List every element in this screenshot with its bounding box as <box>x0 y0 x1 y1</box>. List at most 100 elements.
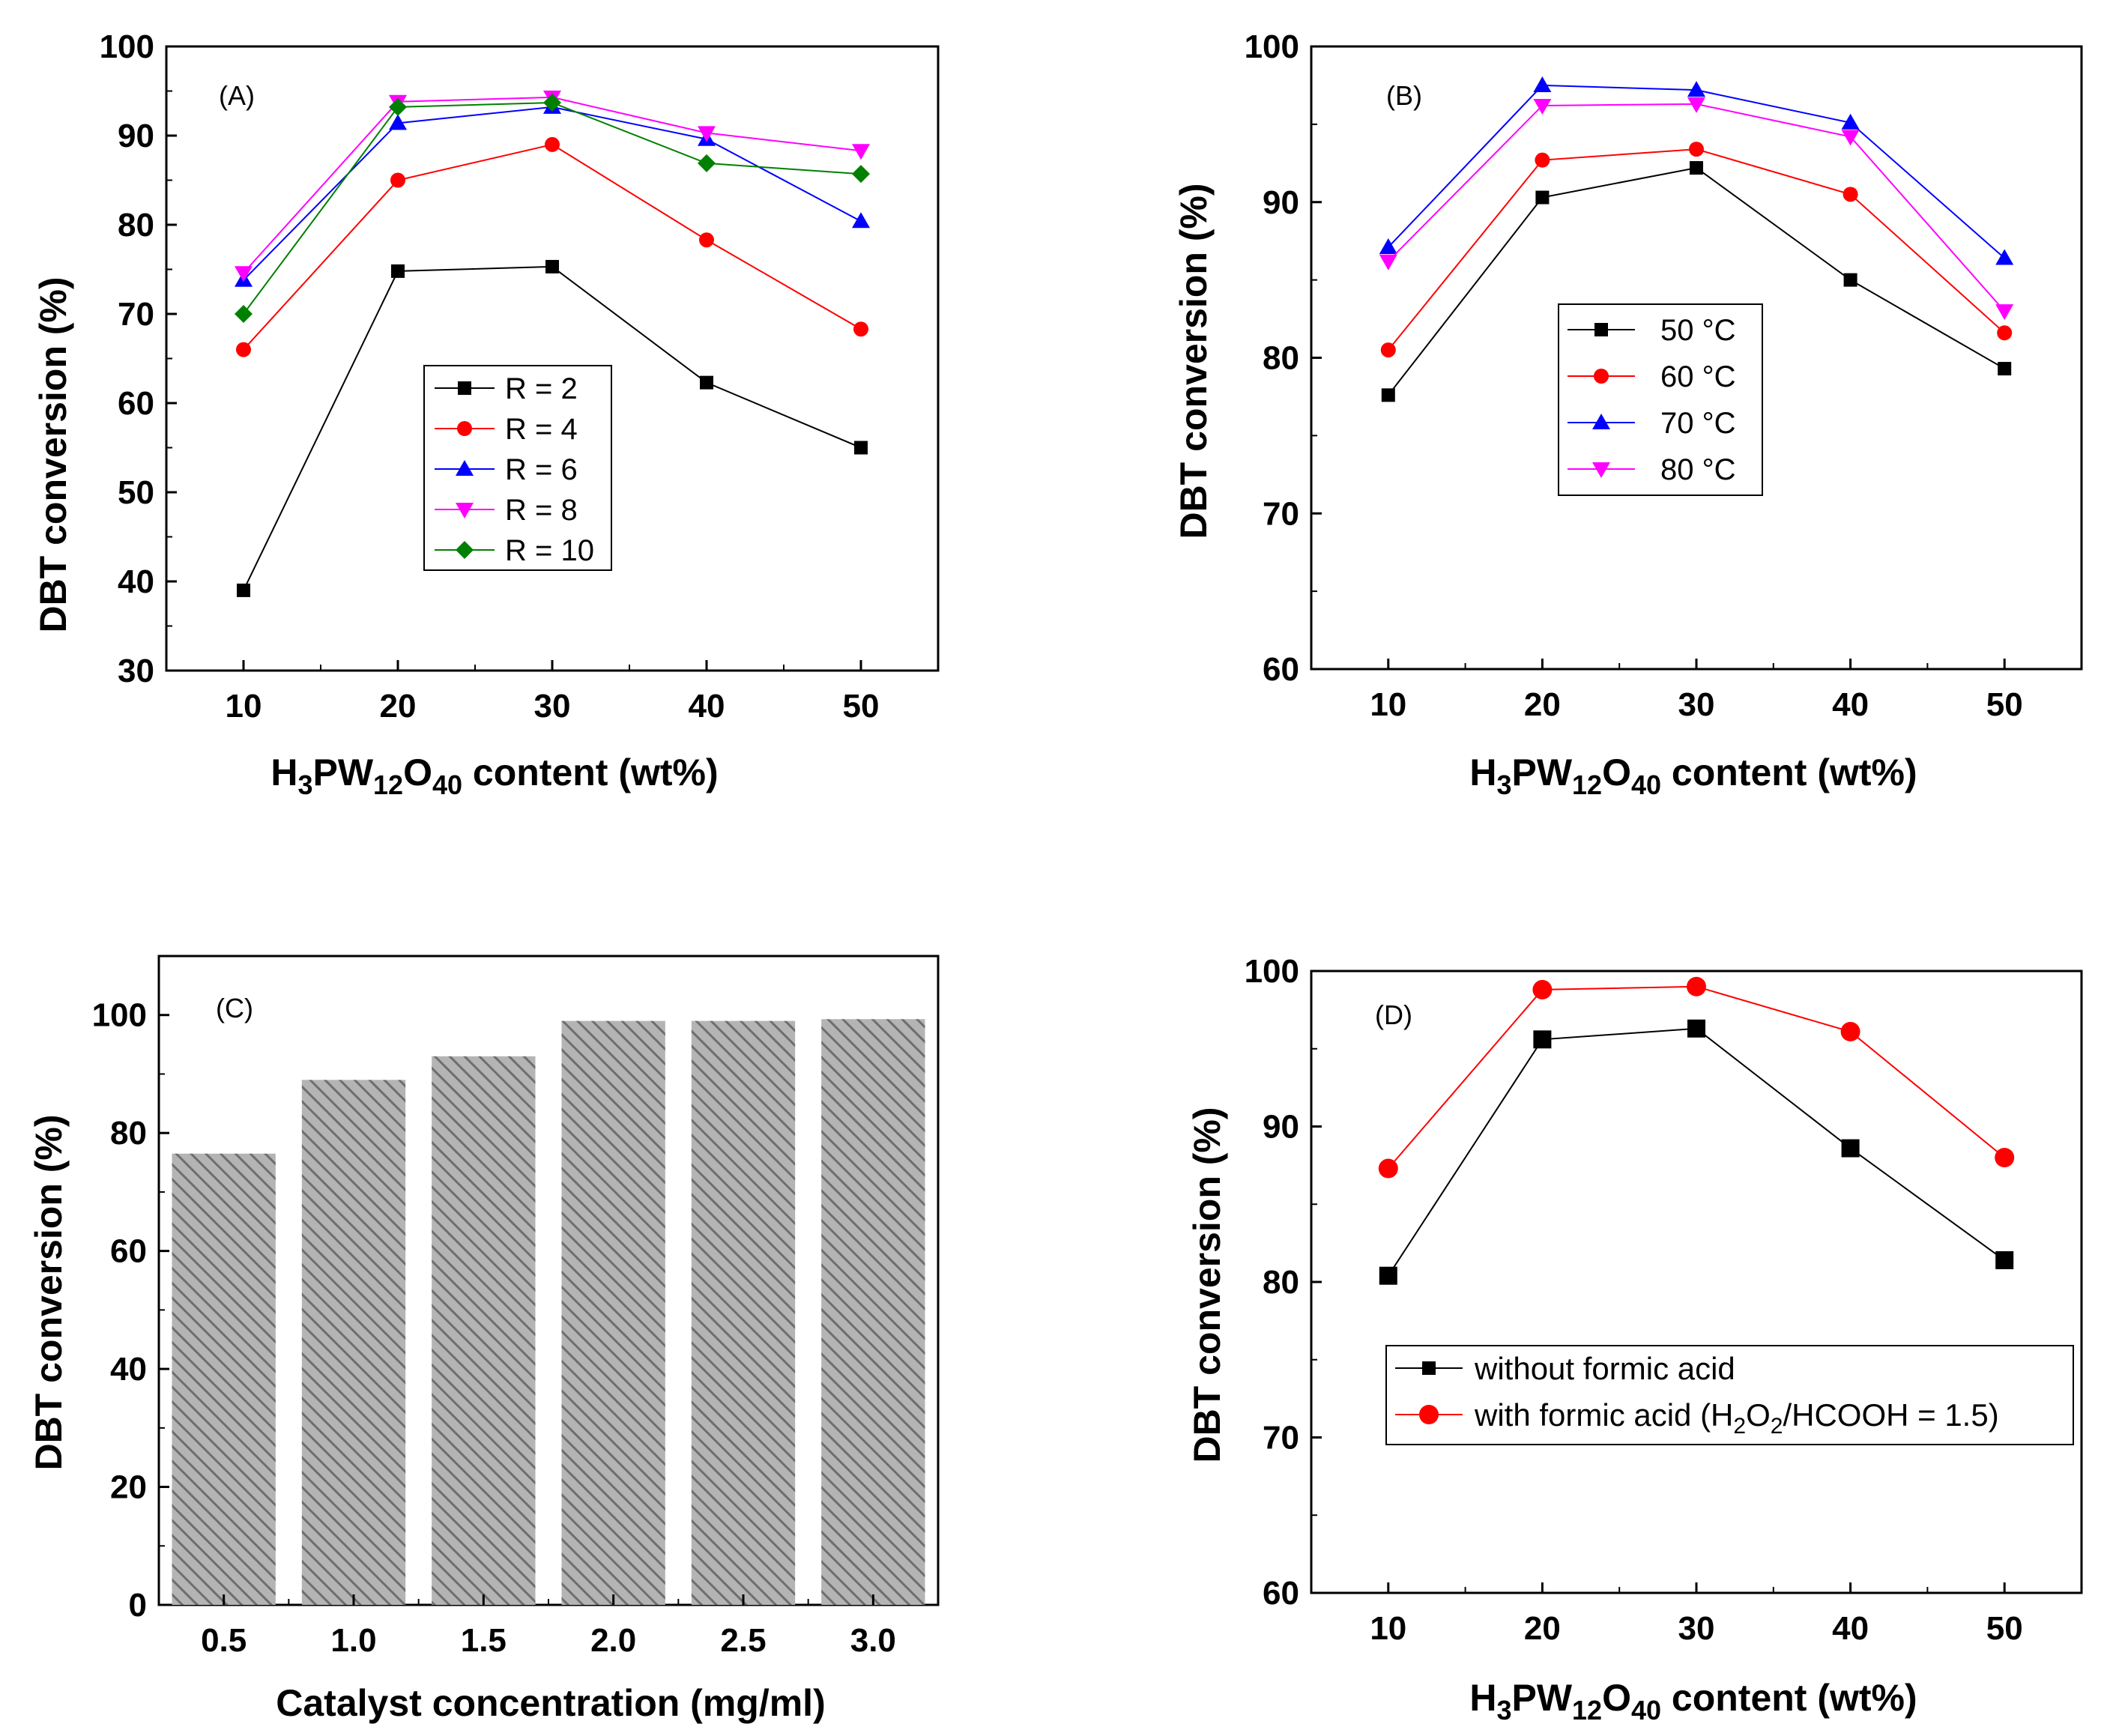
panel-a-data-point <box>236 342 251 357</box>
legend-item-r6: R = 6 <box>435 453 578 486</box>
panel-a-ytick-label: 80 <box>118 207 154 244</box>
legend-label: R = 10 <box>505 534 594 567</box>
panel-c-bar <box>821 1019 925 1605</box>
panel-b-data-point <box>1843 273 1857 287</box>
panel-d-plot: 60 70 80 90 100 10 20 30 40 50 <box>1245 953 2083 1647</box>
panel-b-data-point <box>1533 76 1552 92</box>
legend-marker-square <box>1594 323 1608 336</box>
panel-c-label: (C) <box>216 993 253 1023</box>
panel-b-series-50-c <box>1381 161 2012 402</box>
panel-a-data-point <box>389 114 407 130</box>
panel-b-data-point <box>1381 388 1395 402</box>
panel-d-xlabel: H3PW12O40 content (wt%) <box>1469 1677 1917 1726</box>
legend-label: 60 °C <box>1660 360 1736 393</box>
panel-b-xtick-label: 40 <box>1832 686 1869 723</box>
panel-d-data-point <box>1995 1148 2015 1167</box>
panel-b-data-point <box>1687 97 1705 113</box>
panel-c-ytick-label: 40 <box>110 1351 147 1388</box>
panel-c-ytick-label: 60 <box>110 1233 147 1270</box>
panel-d-data-point <box>1995 1250 2014 1269</box>
panel-b: 60 70 80 90 100 10 20 30 40 50 (B) DBT conversion… <box>1173 28 2083 800</box>
panel-a-data-point <box>852 144 870 160</box>
panel-d-legend-box <box>1385 1345 2074 1445</box>
panel-a-series-line <box>243 101 862 315</box>
panel-a-ylabel: DBT conversion (%) <box>32 276 74 632</box>
panel-d-data-point <box>1687 976 1706 996</box>
panel-d-series-without-formic-acid <box>1379 1019 2014 1285</box>
panel-b-data-point <box>1535 190 1550 205</box>
panel-d-data-point <box>1533 1030 1552 1049</box>
panel-b-data-point <box>1998 362 2012 376</box>
panel-c-xtick-label: 2.5 <box>720 1622 766 1659</box>
panel-a-ytick-label: 90 <box>118 118 154 154</box>
legend-label: R = 4 <box>505 413 578 446</box>
panel-d-frame <box>1310 970 2083 1594</box>
panel-b-series-70-c <box>1379 76 2014 265</box>
legend-item-with-formic-acid: with formic acid (H2O2/HCOOH = 1.5) <box>1395 1397 1999 1439</box>
panel-b-data-point <box>1379 238 1397 254</box>
panel-b-ytick-label: 60 <box>1263 651 1299 688</box>
panel-a-series-r-2 <box>237 259 868 597</box>
panel-b-series-80-c <box>1379 97 2014 321</box>
panel-b-xlabel: H3PW12O40 content (wt%) <box>1469 751 1917 800</box>
panel-b-data-point <box>1690 161 1703 175</box>
panel-a-data-point <box>237 583 250 597</box>
panel-b-data-point <box>1841 113 1860 130</box>
panel-a-xtick-label: 30 <box>534 688 571 725</box>
legend-item-r8: R = 8 <box>435 494 578 527</box>
panel-a-series-r-6 <box>235 97 870 287</box>
legend-item-r2: R = 2 <box>435 372 578 405</box>
panel-d-xtick-label: 40 <box>1832 1610 1869 1647</box>
legend-item-70c: 70 °C <box>1568 407 1736 440</box>
panel-a-data-point <box>545 259 559 273</box>
panel-d-ytick-label: 70 <box>1263 1420 1299 1457</box>
legend-item-80c: 80 °C <box>1568 453 1736 486</box>
panel-a-xtick-label: 40 <box>689 688 725 725</box>
legend-marker-square <box>1422 1361 1436 1375</box>
panel-a-ytick-label: 50 <box>118 474 154 511</box>
legend-marker-circle <box>457 421 472 436</box>
panel-b-ytick-label: 70 <box>1263 495 1299 532</box>
panel-a: 30 40 50 60 70 80 90 100 10 20 30 40 50 (A) DBT conv… <box>32 28 940 800</box>
panel-c-ytick-label: 80 <box>110 1115 147 1152</box>
panel-d-data-point <box>1687 1019 1705 1038</box>
panel-a-data-point <box>853 321 868 337</box>
legend-item-r4: R = 4 <box>435 413 578 446</box>
legend-label: R = 2 <box>505 372 578 405</box>
panel-a-data-point <box>852 165 870 184</box>
legend-label: R = 8 <box>505 494 578 527</box>
panel-a-ytick-label: 40 <box>118 563 154 600</box>
panel-a-data-point <box>235 305 253 323</box>
panel-d-label: (D) <box>1375 999 1412 1030</box>
panel-c-bar <box>301 1080 406 1605</box>
panel-c-plot: 0 20 40 60 80 100 0.5 1.0 1.5 2.0 2.5 3.0 <box>92 955 940 1659</box>
panel-a-data-point <box>389 97 407 116</box>
panel-b-data-point <box>1379 254 1397 270</box>
panel-a-data-point <box>235 266 253 282</box>
panel-d-ytick-label: 90 <box>1263 1109 1299 1146</box>
legend-item-without-formic-acid: without formic acid <box>1395 1351 1735 1386</box>
panel-d-series-with-formic-acid-h2o2-hcooh-1-5 <box>1378 976 2015 1179</box>
panel-c-ytick-label: 100 <box>92 997 147 1034</box>
legend-marker-triangle-up <box>1592 414 1610 429</box>
legend-label: without formic acid <box>1474 1351 1735 1386</box>
panel-a-ytick-label: 70 <box>118 296 154 333</box>
panel-d-ytick-label: 80 <box>1263 1264 1299 1301</box>
panel-a-data-point <box>391 264 405 278</box>
legend-marker-square <box>458 381 471 395</box>
panel-d-data-point <box>1379 1266 1397 1285</box>
panel-c-ytick-label: 0 <box>129 1587 147 1624</box>
panel-c-xlabel: Catalyst concentration (mg/ml) <box>276 1682 825 1724</box>
legend-item-60c: 60 °C <box>1568 360 1736 393</box>
panel-b-xtick-label: 10 <box>1370 686 1406 723</box>
panel-a-xtick-label: 20 <box>380 688 417 725</box>
panel-c-xtick-label: 2.0 <box>590 1622 636 1659</box>
legend-item-50c: 50 °C <box>1568 314 1736 347</box>
panel-b-data-point <box>1687 81 1705 97</box>
legend-label: with formic acid (H2O2/HCOOH = 1.5) <box>1474 1397 1999 1439</box>
panel-b-ytick-label: 90 <box>1263 184 1299 221</box>
panel-a-xtick-label: 10 <box>226 688 262 725</box>
panel-d-series-line <box>1387 1027 2005 1277</box>
panel-a-series-line <box>243 106 862 281</box>
panel-a-xlabel: H3PW12O40 content (wt%) <box>270 751 718 800</box>
